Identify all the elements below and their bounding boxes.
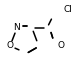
Text: N: N bbox=[14, 23, 20, 32]
Text: O: O bbox=[7, 42, 14, 50]
Text: Cl: Cl bbox=[63, 4, 72, 14]
Text: O: O bbox=[57, 41, 64, 50]
